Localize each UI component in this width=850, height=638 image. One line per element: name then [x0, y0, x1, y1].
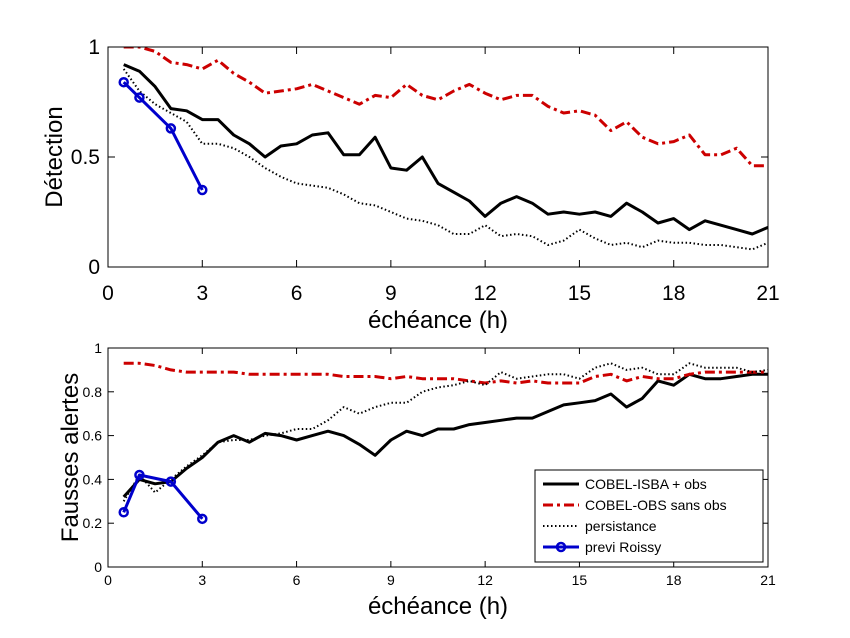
legend-label: COBEL-ISBA + obs [585, 476, 707, 492]
data-point [118, 507, 129, 518]
chart-panel-1: 0 3 6 9 12 15 18 21 0 0.5 1 échéance (h) Détection [41, 36, 780, 334]
x-tick-label: 6 [291, 282, 303, 305]
legend: COBEL-ISBA + obs COBEL-OBS sans obs persis… [534, 469, 764, 563]
x-tick-label: 6 [293, 572, 301, 588]
chart-panel-2: 0 3 6 9 12 15 18 21 0 0.2 0.4 0.6 0.8 1 échéance (h) Fa… [57, 340, 776, 620]
data-point [197, 513, 208, 525]
x-axis-label: échéance (h) [368, 593, 508, 620]
x-tick-label: 3 [196, 282, 208, 305]
x-tick-label: 0 [104, 572, 112, 588]
data-point [197, 184, 208, 196]
series-line-cobel-obs-sans-obs [123, 47, 768, 168]
data-point [118, 76, 129, 88]
series-line-previ-roissy [122, 473, 204, 520]
series-line-persistance [122, 68, 768, 251]
y-tick-label: 0.8 [83, 384, 103, 400]
y-tick-label: 0.2 [83, 515, 103, 531]
series-line-persistance [122, 362, 768, 502]
x-tick-label: 0 [102, 282, 114, 305]
data-point [165, 476, 177, 487]
x-tick-label: 21 [760, 572, 776, 588]
y-tick-label: 1 [94, 340, 102, 356]
y-axis-label: Fausses alertes [57, 373, 84, 542]
y-axis-label: Détection [41, 106, 68, 207]
y-tick-label: 0.4 [83, 471, 103, 487]
y-tick-label: 0 [94, 559, 102, 575]
legend-label: COBEL-OBS sans obs [585, 497, 727, 513]
x-tick-label: 21 [756, 282, 779, 305]
y-tick-label: 0.6 [83, 428, 103, 444]
x-tick-label: 9 [387, 572, 395, 588]
legend-label: persistance [585, 518, 657, 534]
series-line-previ-roissy [122, 81, 204, 191]
legend-label: previ Roissy [585, 539, 661, 555]
x-tick-label: 15 [572, 572, 588, 588]
x-tick-label: 12 [477, 572, 493, 588]
series-line-cobel-isba-obs [122, 372, 768, 498]
data-point [134, 92, 145, 103]
x-tick-label: 18 [662, 282, 685, 305]
x-tick-label: 15 [568, 282, 591, 305]
plot-frame [107, 347, 769, 568]
y-tick-label: 0.5 [71, 146, 100, 169]
series-line-cobel-obs-sans-obs [123, 361, 768, 385]
x-tick-label: 12 [473, 282, 496, 305]
x-tick-label: 3 [198, 572, 206, 588]
data-point [134, 469, 145, 481]
x-tick-label: 18 [666, 572, 682, 588]
data-point [165, 123, 177, 134]
plot-frame [107, 46, 769, 268]
series-line-cobel-isba-obs [123, 63, 768, 236]
legend-marker [555, 541, 567, 553]
y-tick-label: 1 [88, 36, 100, 59]
x-tick-label: 9 [385, 282, 397, 305]
y-tick-label: 0 [88, 256, 100, 279]
x-axis-label: échéance (h) [368, 307, 508, 334]
